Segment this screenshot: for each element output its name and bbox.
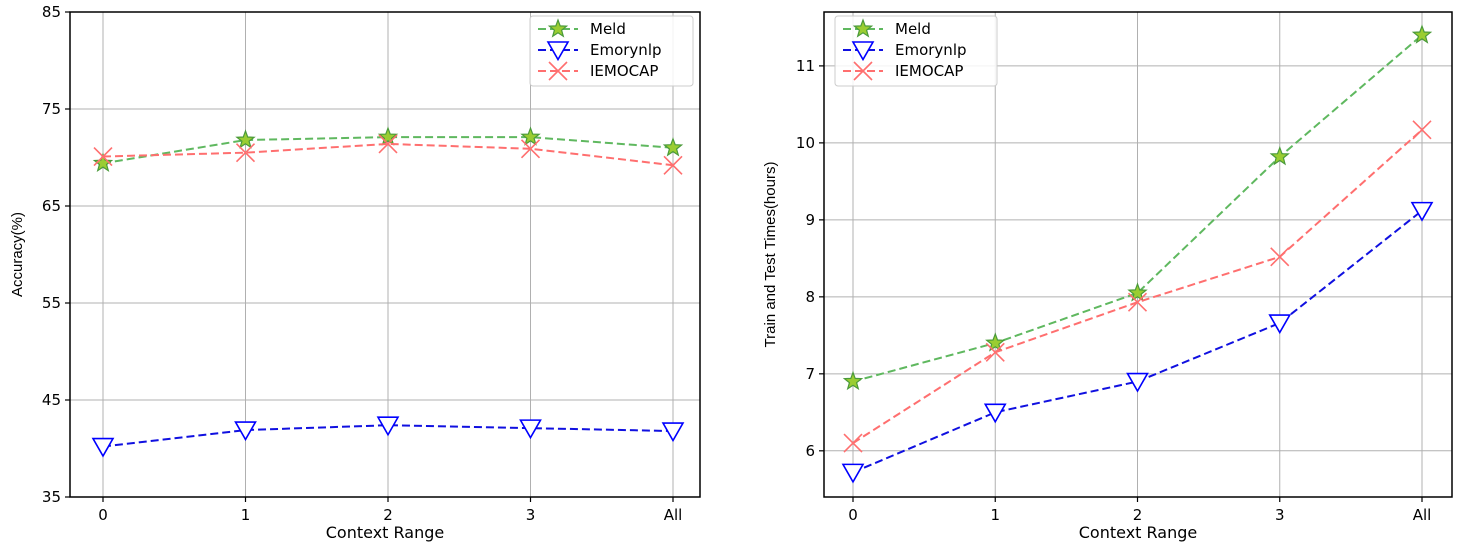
series-line-meld: [852, 34, 1423, 383]
data-point-iemocap: [1127, 292, 1148, 312]
data-point-meld: [92, 152, 114, 172]
data-point-emorynlp: [983, 403, 1007, 424]
legend-marker: [546, 41, 570, 62]
y-tick-label: 85: [42, 3, 61, 21]
data-point-meld: [520, 126, 541, 146]
series-line-meld: [102, 136, 674, 165]
time-chart: 0 1 2 3 All 6 7 8 9 10 11 Context Range Train and Te…: [762, 11, 1453, 542]
y-tick-label: 45: [42, 391, 61, 409]
x-tick-label: 2: [383, 506, 393, 524]
data-point-iemocap: [985, 342, 1005, 362]
x-tick-label: All: [664, 506, 683, 524]
legend-label: Meld: [895, 20, 931, 38]
data-point-emorynlp: [841, 463, 865, 484]
x-tick-label: 0: [848, 506, 858, 524]
data-point-iemocap: [1412, 120, 1432, 140]
x-tick-label: 1: [990, 506, 1000, 524]
legend-marker: [852, 18, 874, 38]
x-tick-label: 2: [1133, 506, 1143, 524]
data-point-meld: [1269, 145, 1290, 166]
data-point-iemocap: [520, 139, 541, 159]
accuracy-chart: 0 1 2 3 All 35 45 55 65 75 85 Context Range Accuracy…: [9, 3, 701, 542]
data-point-emorynlp: [519, 419, 542, 440]
series-line-emorynlp: [852, 209, 1423, 474]
x-axis-title: Context Range: [326, 523, 444, 542]
y-axis-title: Train and Test Times(hours): [762, 162, 779, 348]
data-point-emorynlp: [234, 421, 257, 442]
y-tick-label: 11: [796, 57, 815, 75]
x-tick-label: All: [1413, 506, 1432, 524]
legend-marker: [853, 61, 873, 81]
x-tick-label: 1: [241, 506, 251, 524]
data-point-meld: [662, 137, 684, 157]
legend-label: Emorynlp: [895, 41, 967, 59]
legend-label: Meld: [590, 20, 626, 38]
data-point-iemocap: [1270, 247, 1290, 267]
y-tick-label: 9: [805, 211, 815, 229]
y-tick-label: 10: [796, 134, 815, 152]
y-tick-label: 6: [805, 442, 815, 460]
data-point-iemocap: [235, 143, 256, 163]
data-point-emorynlp: [661, 422, 685, 443]
legend-box: [529, 15, 694, 87]
y-tick-label: 35: [42, 488, 61, 506]
data-point-meld: [842, 370, 864, 391]
y-axis-title: Accuracy(%): [9, 212, 26, 297]
y-tick-label: 8: [805, 288, 815, 306]
data-point-emorynlp: [1268, 314, 1292, 335]
data-point-emorynlp: [1410, 201, 1434, 222]
data-point-emorynlp: [1126, 372, 1149, 393]
y-tick-label: 7: [805, 365, 815, 383]
y-tick-label: 55: [42, 294, 61, 312]
data-point-meld: [1411, 24, 1433, 44]
plot-frame: [69, 11, 701, 498]
series-line-iemocap: [102, 142, 674, 167]
legend-box: [834, 15, 998, 87]
legend-marker: [548, 61, 568, 81]
data-point-iemocap: [663, 155, 683, 175]
y-tick-label: 65: [42, 197, 61, 215]
legend-label: Emorynlp: [590, 41, 662, 59]
data-point-meld: [235, 129, 256, 149]
data-point-emorynlp: [91, 437, 115, 458]
data-point-meld: [377, 126, 399, 146]
legend-label: IEMOCAP: [590, 62, 658, 80]
data-point-iemocap: [93, 146, 113, 167]
x-axis-title: Context Range: [1079, 523, 1197, 542]
data-point-meld: [985, 332, 1006, 352]
legend-marker: [547, 18, 569, 38]
data-point-emorynlp: [376, 416, 400, 437]
data-point-meld: [1127, 282, 1148, 302]
y-tick-label: 75: [42, 100, 61, 118]
legend-marker: [851, 41, 875, 62]
data-point-iemocap: [843, 433, 863, 453]
x-tick-label: 0: [98, 506, 108, 524]
data-point-iemocap: [378, 134, 398, 154]
x-tick-label: 3: [526, 506, 536, 524]
x-tick-label: 3: [1275, 506, 1285, 524]
legend-label: IEMOCAP: [895, 62, 963, 80]
